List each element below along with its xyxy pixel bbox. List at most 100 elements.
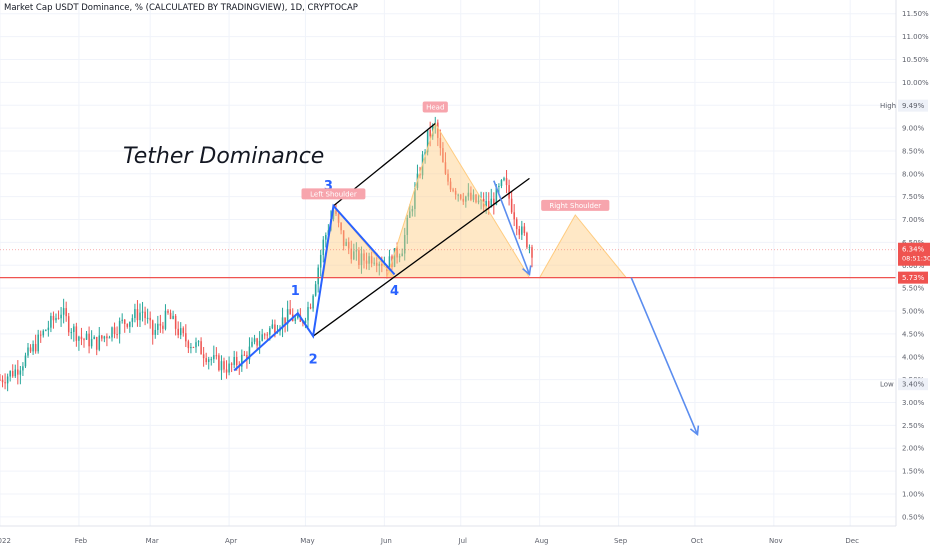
candle-body [523, 226, 526, 233]
candle-body [141, 311, 144, 313]
candle-body [42, 330, 45, 336]
candle-body [34, 344, 37, 352]
candle-body [29, 347, 32, 352]
candle-body [457, 194, 459, 196]
candle-body [195, 342, 197, 348]
support-badge [898, 271, 928, 284]
pattern-tag-bg [422, 101, 448, 113]
candle-body [358, 250, 360, 266]
candle-body [411, 209, 414, 212]
candle-body [243, 354, 246, 356]
candle-body [22, 366, 24, 371]
y-tick-label: 4.50% [902, 330, 925, 338]
last-price-value: 6.34% [902, 246, 925, 254]
price-axis[interactable]: 11.50%11.00%10.50%10.00%9.50%9.00%8.50%8… [880, 0, 932, 550]
candle-body [335, 210, 337, 214]
y-tick-label: 7.50% [902, 193, 925, 201]
candle-body [151, 320, 154, 335]
candle-body [162, 325, 164, 329]
y-tick-label: 11.00% [902, 33, 929, 41]
candle-body [314, 284, 317, 296]
candle-body [95, 336, 98, 350]
candle-body [131, 318, 134, 322]
candle-body [449, 181, 452, 190]
x-tick-label: May [300, 537, 314, 545]
candle-body [108, 337, 111, 339]
candle-body [27, 347, 29, 356]
candle-body [281, 317, 284, 329]
candle-body [307, 307, 309, 321]
candle-body [477, 200, 480, 203]
candle-body [521, 226, 523, 235]
candle-body [317, 267, 319, 285]
candle-body [401, 253, 403, 257]
candle-body [256, 338, 258, 346]
candle-body [289, 309, 291, 315]
x-tick-label: Dec [845, 537, 859, 545]
candle-body [1, 379, 4, 383]
low-tag-bg [898, 378, 928, 391]
candle-body [146, 317, 149, 319]
candle-body [215, 355, 218, 357]
low-tag-value: 3.40% [902, 381, 925, 389]
candle-body [409, 211, 411, 218]
candle-body [375, 262, 378, 266]
projection-arrow-near-head [522, 265, 532, 276]
candle-body [342, 230, 345, 246]
elliott-wave-path [233, 203, 396, 372]
candle-body [340, 222, 342, 231]
wave-label-4: 4 [390, 284, 399, 299]
candle-body [286, 309, 289, 324]
y-tick-label: 10.50% [902, 56, 929, 64]
high-tag-label: High [880, 102, 896, 110]
candle-body [106, 336, 108, 339]
candle-body [505, 178, 508, 186]
candle-body [365, 260, 368, 264]
candle-body [322, 239, 325, 255]
candle-body [121, 319, 123, 321]
candle-body [213, 355, 215, 360]
left-shoulder-shape [322, 204, 396, 279]
candle-body [396, 248, 398, 258]
candle-body [60, 314, 62, 319]
y-tick-label: 11.50% [902, 10, 929, 18]
x-tick-label: Feb [75, 537, 88, 545]
candle-body [197, 341, 200, 343]
x-tick-label: Mar [146, 537, 159, 545]
candle-body [177, 328, 179, 336]
trend-lines [0, 122, 896, 437]
y-tick-label: 4.00% [902, 353, 925, 361]
candle-body [90, 338, 93, 347]
candle-body [345, 241, 347, 246]
candle-body [526, 232, 528, 248]
candle-body [487, 201, 490, 208]
candle-body [513, 212, 515, 220]
x-tick-label: 2022 [0, 537, 11, 545]
candle-body [144, 311, 146, 319]
y-tick-label: 7.00% [902, 216, 925, 224]
candle-body [480, 198, 482, 201]
candle-body [414, 187, 416, 210]
candle-body [261, 334, 263, 341]
pattern-tag-text: Left Shoulder [310, 191, 357, 199]
candle-body [475, 194, 477, 203]
y-tick-label: 2.00% [902, 445, 925, 453]
candle-body [39, 334, 42, 336]
candle-body [98, 335, 101, 350]
candle-body [363, 253, 365, 261]
y-tick-label: 3.00% [902, 399, 925, 407]
candle-body [129, 321, 131, 327]
candle-body [149, 317, 151, 321]
candle-body [515, 219, 518, 230]
candle-body [442, 148, 444, 163]
candle-body [235, 356, 238, 366]
x-tick-label: Oct [691, 537, 703, 545]
candle-body [207, 359, 210, 363]
candle-body [258, 340, 261, 346]
candle-body [187, 341, 190, 349]
head-and-shoulders-pattern [322, 122, 628, 279]
time-axis[interactable]: 2022 Feb Mar Apr May Jun Jul Aug Sep Oct Nov Dec [0, 525, 896, 545]
candle-body [444, 162, 447, 174]
candle-body [24, 355, 27, 367]
